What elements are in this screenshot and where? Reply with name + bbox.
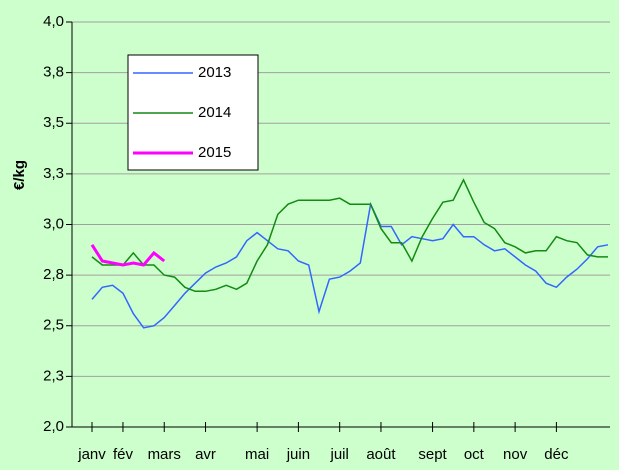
x-tick-label: août <box>366 446 396 463</box>
x-tick-label: sept <box>418 446 447 463</box>
x-tick-label: déc <box>544 446 569 463</box>
x-tick-label: mars <box>148 446 181 463</box>
x-tick-label: janv <box>77 446 106 463</box>
series-line <box>90 243 166 267</box>
x-tick-label: oct <box>464 446 485 463</box>
y-tick-label: 2,8 <box>43 266 64 283</box>
y-tick-label: 4,0 <box>43 13 64 30</box>
y-tick-label: 2,3 <box>43 367 64 384</box>
legend-label: 2013 <box>198 64 231 81</box>
y-tick-label: 3,0 <box>43 215 64 232</box>
y-axis-label: €/kg <box>11 160 28 190</box>
x-tick-label: juin <box>286 446 310 463</box>
y-tick-label: 3,5 <box>43 114 64 131</box>
y-tick-label: 2,0 <box>43 418 64 435</box>
y-tick-label: 3,8 <box>43 64 64 81</box>
y-tick-label: 2,5 <box>43 317 64 334</box>
legend-label: 2015 <box>198 144 231 161</box>
x-tick-label: mai <box>245 446 269 463</box>
x-tick-label: avr <box>195 446 216 463</box>
series-line <box>91 201 609 329</box>
y-tick-label: 3,3 <box>43 165 64 182</box>
x-tick-label: fév <box>113 446 134 463</box>
legend-label: 2014 <box>198 104 231 121</box>
x-tick-label: nov <box>503 446 528 463</box>
x-tick-label: juil <box>330 446 349 463</box>
series-line <box>91 178 608 293</box>
